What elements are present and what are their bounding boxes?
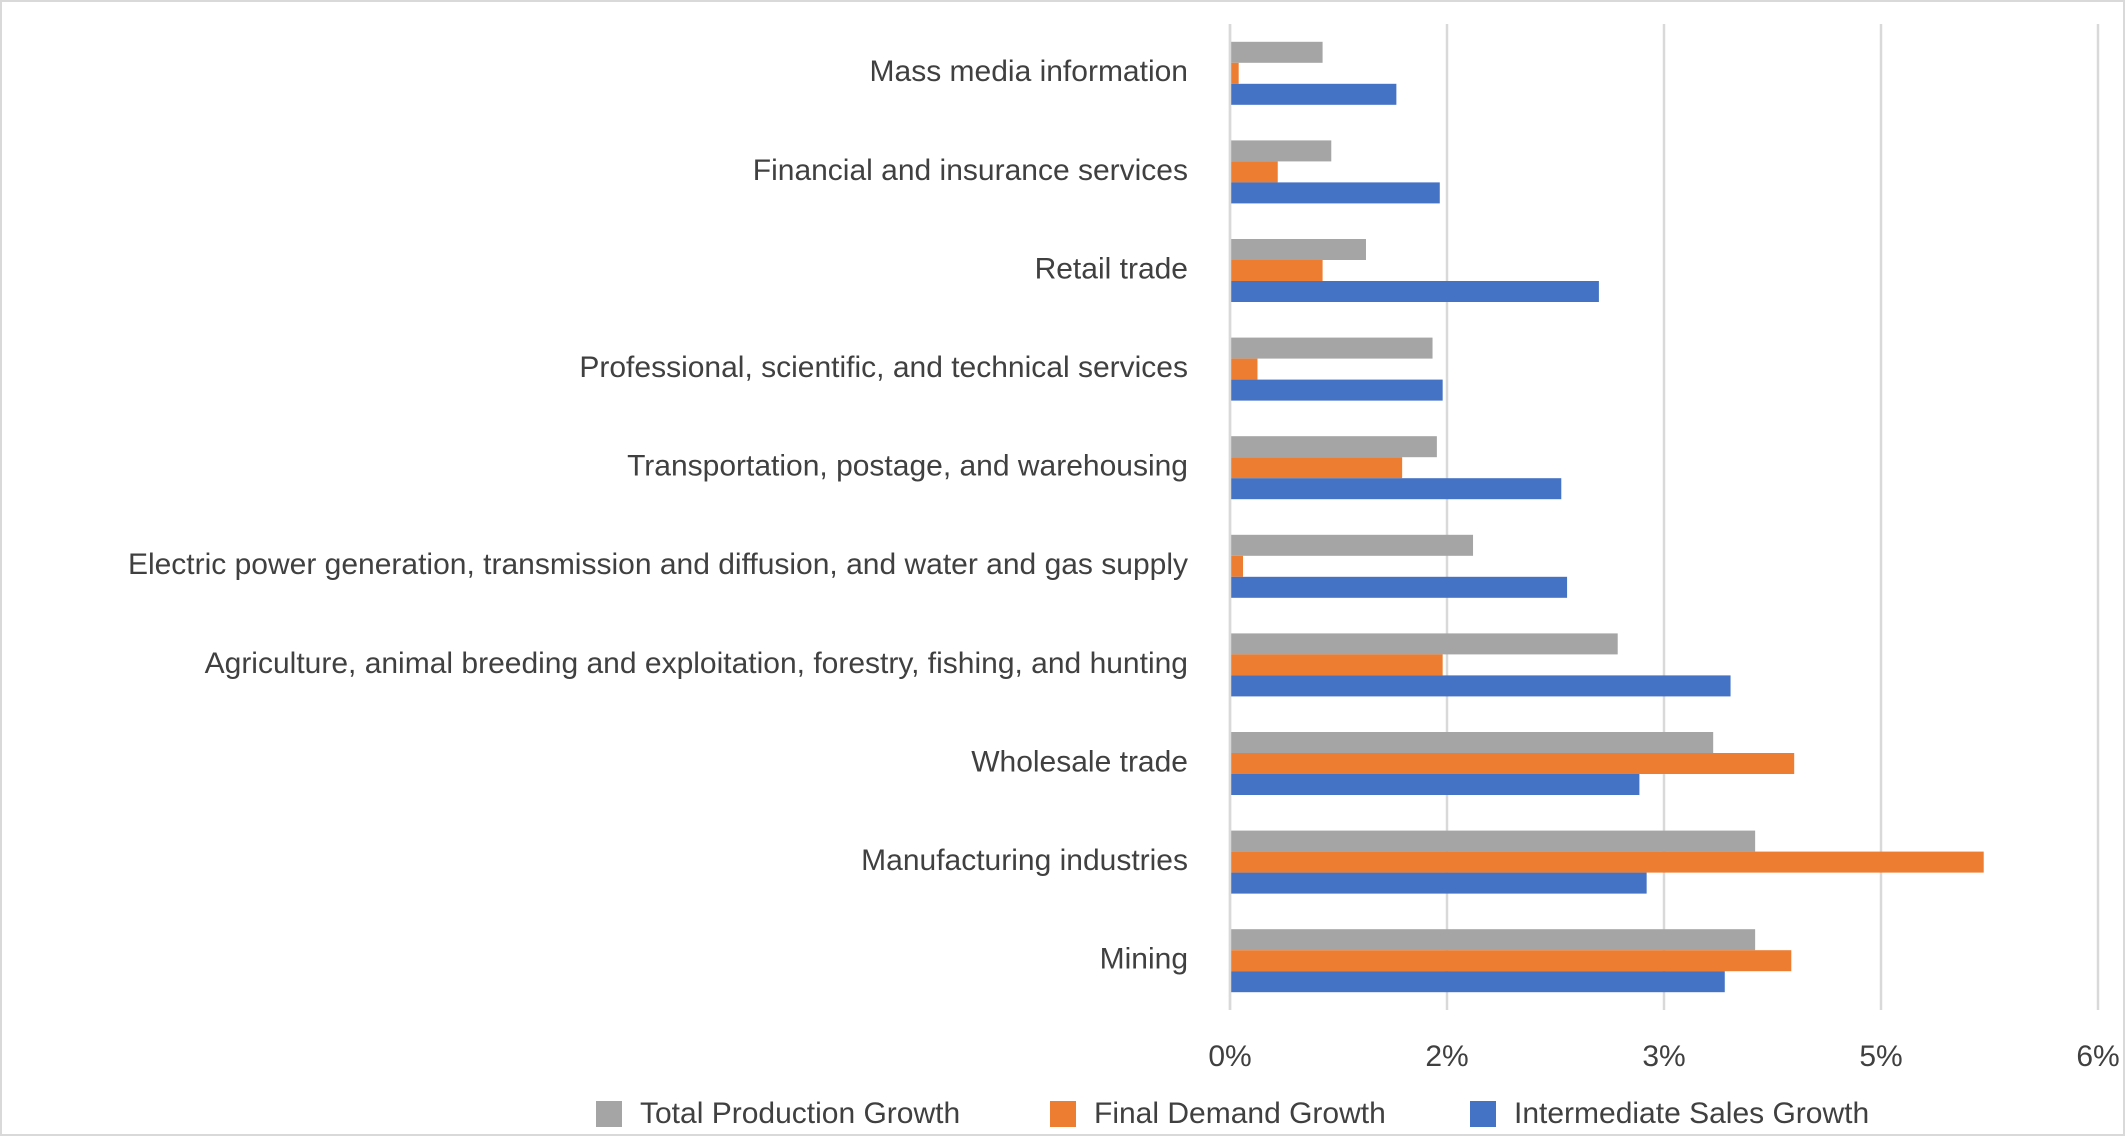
bar <box>1230 534 1474 556</box>
legend-swatch <box>1470 1101 1496 1127</box>
legend-label: Total Production Growth <box>640 1097 960 1130</box>
bar <box>1230 161 1278 183</box>
bar <box>1230 830 1756 852</box>
y-tick-label: Agriculture, animal breeding and exploit… <box>205 647 1188 680</box>
bar <box>1230 851 1984 873</box>
y-tick-label: Wholesale trade <box>971 745 1188 778</box>
x-tick-label: 0% <box>1208 1040 1251 1073</box>
x-tick-label: 2% <box>1425 1040 1468 1073</box>
bar <box>1230 281 1599 302</box>
x-tick-label: 6% <box>2076 1040 2119 1073</box>
y-tick-label: Electric power generation, transmission … <box>128 548 1188 581</box>
bar <box>1230 337 1433 359</box>
bar <box>1230 436 1437 458</box>
bar <box>1230 929 1756 951</box>
bar <box>1230 457 1403 479</box>
y-tick-label: Transportation, postage, and warehousing <box>627 450 1188 483</box>
bar <box>1230 576 1568 598</box>
bar <box>1230 732 1714 753</box>
bar <box>1230 41 1323 63</box>
bar <box>1230 950 1792 972</box>
legend-swatch <box>1050 1101 1076 1127</box>
legend-label: Final Demand Growth <box>1094 1097 1386 1130</box>
bar <box>1230 358 1258 380</box>
y-tick-label: Mass media information <box>870 55 1188 88</box>
bar <box>1230 140 1332 162</box>
bar <box>1230 675 1731 697</box>
bar <box>1230 555 1244 577</box>
x-tick-label: 5% <box>1859 1040 1902 1073</box>
bar <box>1230 83 1397 105</box>
x-tick-label: 3% <box>1642 1040 1685 1073</box>
bar <box>1230 654 1443 676</box>
bar <box>1230 633 1618 655</box>
bar <box>1230 379 1443 401</box>
bar <box>1230 872 1647 894</box>
legend-swatch <box>596 1101 622 1127</box>
bar <box>1230 774 1640 795</box>
bar <box>1230 62 1239 84</box>
bar <box>1230 239 1366 260</box>
bar <box>1230 260 1323 281</box>
legend-label: Intermediate Sales Growth <box>1514 1097 1869 1130</box>
y-tick-label: Retail trade <box>1035 252 1188 285</box>
y-tick-label: Financial and insurance services <box>753 154 1188 187</box>
y-tick-label: Manufacturing industries <box>861 844 1188 877</box>
bar <box>1230 753 1795 774</box>
y-tick-label: Professional, scientific, and technical … <box>579 351 1188 384</box>
bar <box>1230 182 1440 204</box>
y-tick-label: Mining <box>1100 943 1188 976</box>
bar <box>1230 478 1562 500</box>
bar <box>1230 971 1725 993</box>
